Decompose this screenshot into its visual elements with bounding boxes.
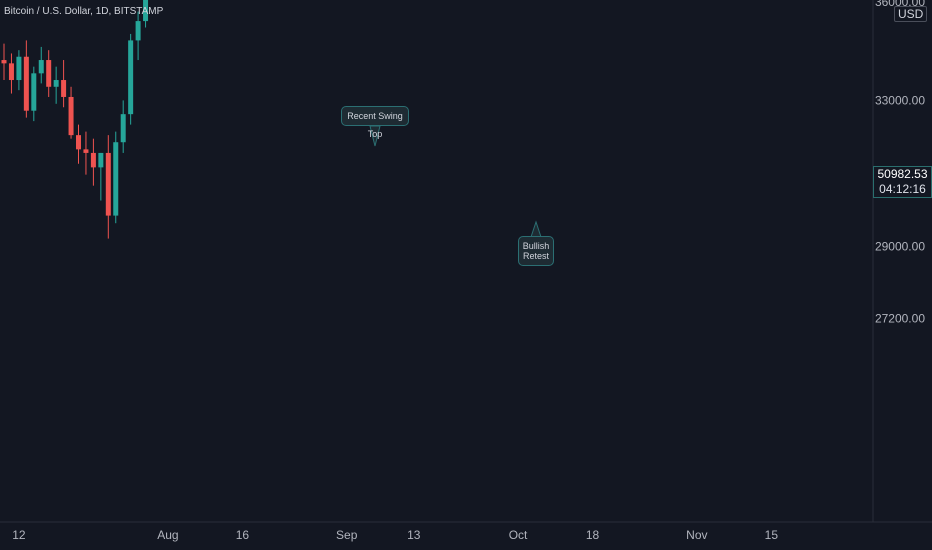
candle-body — [113, 142, 119, 216]
candle-body — [105, 152, 111, 216]
price-tick-label: 29000.00 — [875, 239, 925, 253]
time-tick-label: 18 — [586, 528, 600, 542]
candle-body — [120, 114, 126, 143]
bullish-retest-text: Bullish Retest — [522, 241, 550, 261]
swing-top-text: Recent Swing Top — [347, 111, 403, 139]
time-tick-label: 15 — [765, 528, 779, 542]
time-tick-label: Oct — [509, 528, 528, 542]
currency-button[interactable]: USD — [894, 6, 928, 22]
last-price-value: 50982.53 — [877, 167, 928, 181]
candle-body — [135, 21, 141, 41]
swing-top-pointer — [369, 125, 381, 147]
time-tick-label: Nov — [686, 528, 707, 542]
candle-body — [83, 149, 89, 153]
time-tick-label: Aug — [157, 528, 178, 542]
swing-top-annotation[interactable]: Recent Swing Top — [341, 106, 409, 139]
bullish-retest-annotation[interactable]: Bullish Retest — [518, 236, 554, 266]
retest-pointer — [530, 220, 542, 238]
price-tick-label: 33000.00 — [875, 93, 925, 107]
candle-body — [143, 0, 149, 22]
candle-body — [38, 60, 44, 74]
candle-body — [68, 96, 74, 136]
candle-body — [23, 56, 29, 111]
price-tick-label: 36000.00 — [875, 0, 925, 9]
candle-body — [76, 135, 81, 150]
bar-countdown: 04:12:16 — [879, 182, 926, 196]
candle-body — [98, 152, 104, 168]
candle-body — [31, 73, 37, 111]
candle-body — [8, 63, 14, 81]
candle-body — [46, 60, 52, 87]
last-price-label: 50982.53 04:12:16 — [873, 166, 932, 198]
candle-body — [61, 80, 67, 97]
candle-body — [16, 56, 22, 81]
time-tick-label: 16 — [236, 528, 250, 542]
candle-body — [1, 60, 7, 64]
candle-body — [53, 80, 59, 87]
time-tick-label: 13 — [407, 528, 421, 542]
time-tick-label: 12 — [12, 528, 26, 542]
chart-title: Bitcoin / U.S. Dollar, 1D, BITSTAMP — [4, 6, 164, 17]
candle-body — [90, 152, 96, 168]
price-tick-label: 27200.00 — [875, 312, 925, 326]
candle-body — [128, 40, 134, 115]
time-tick-label: Sep — [336, 528, 358, 542]
